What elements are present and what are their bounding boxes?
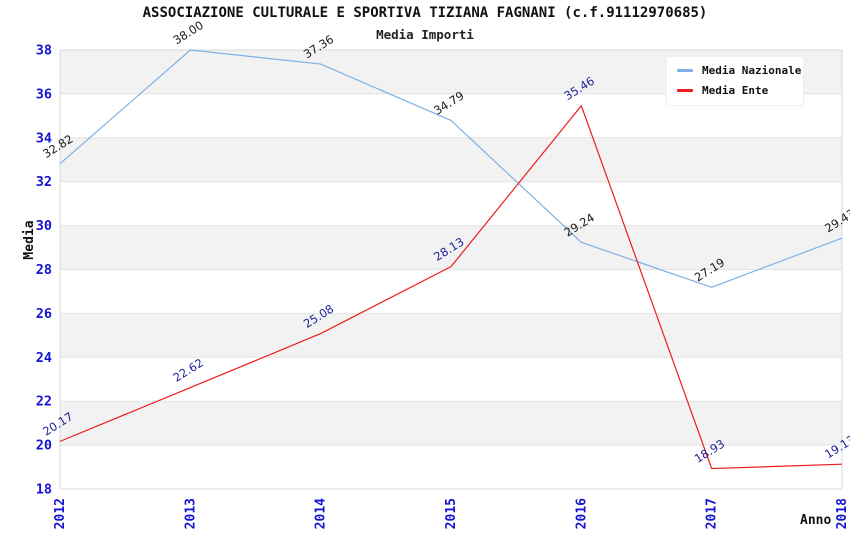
plot-band-gray [60, 313, 842, 358]
legend-label: Media Ente [702, 84, 769, 97]
legend-item-media-ente: Media Ente [677, 84, 793, 97]
y-tick-label: 32 [36, 174, 52, 190]
y-tick-label: 26 [36, 306, 52, 322]
chart-subtitle: Media Importi [376, 27, 474, 42]
x-tick-label: 2016 [574, 498, 589, 529]
chart-title: ASSOCIAZIONE CULTURALE E SPORTIVA TIZIAN… [142, 5, 708, 21]
y-tick-label: 28 [36, 262, 52, 278]
legend-label: Media Nazionale [702, 64, 802, 77]
x-tick-label: 2012 [53, 498, 68, 529]
y-tick-label: 34 [36, 130, 52, 146]
plot-band-gray [60, 401, 842, 446]
y-tick-label: 36 [36, 86, 52, 102]
legend-item-media-nazionale: Media Nazionale [677, 64, 801, 77]
plot-border [59, 49, 843, 490]
y-tick-label: 20 [36, 438, 52, 454]
x-tick-label: 2017 [705, 498, 720, 529]
plot-band-white [60, 357, 842, 402]
x-tick-label: 2013 [183, 498, 198, 529]
x-tick-label: 2018 [835, 498, 850, 529]
plot-band-white [60, 269, 842, 314]
y-tick-label: 22 [36, 394, 52, 410]
y-tick-label: 38 [36, 43, 52, 59]
legend-swatch-red-icon [677, 89, 693, 92]
data-point-label: 38.00 [171, 18, 206, 47]
legend: Media Nazionale Media Ente [666, 56, 804, 106]
series-line-ente [59, 105, 843, 470]
series-line-nazionale [59, 49, 843, 288]
legend-swatch-blue-icon [677, 69, 693, 72]
plot-band-gray [60, 137, 842, 182]
plot-band-white [60, 181, 842, 226]
x-tick-label: 2015 [444, 498, 459, 529]
plot-band-gray [60, 225, 842, 270]
y-tick-label: 30 [36, 218, 52, 234]
plot-band-white [60, 445, 842, 489]
y-tick-label: 24 [36, 350, 52, 366]
x-axis-title: Anno [800, 513, 832, 528]
y-axis-title: Media [22, 220, 37, 260]
y-tick-label: 18 [36, 482, 52, 498]
x-tick-label: 2014 [314, 498, 329, 529]
